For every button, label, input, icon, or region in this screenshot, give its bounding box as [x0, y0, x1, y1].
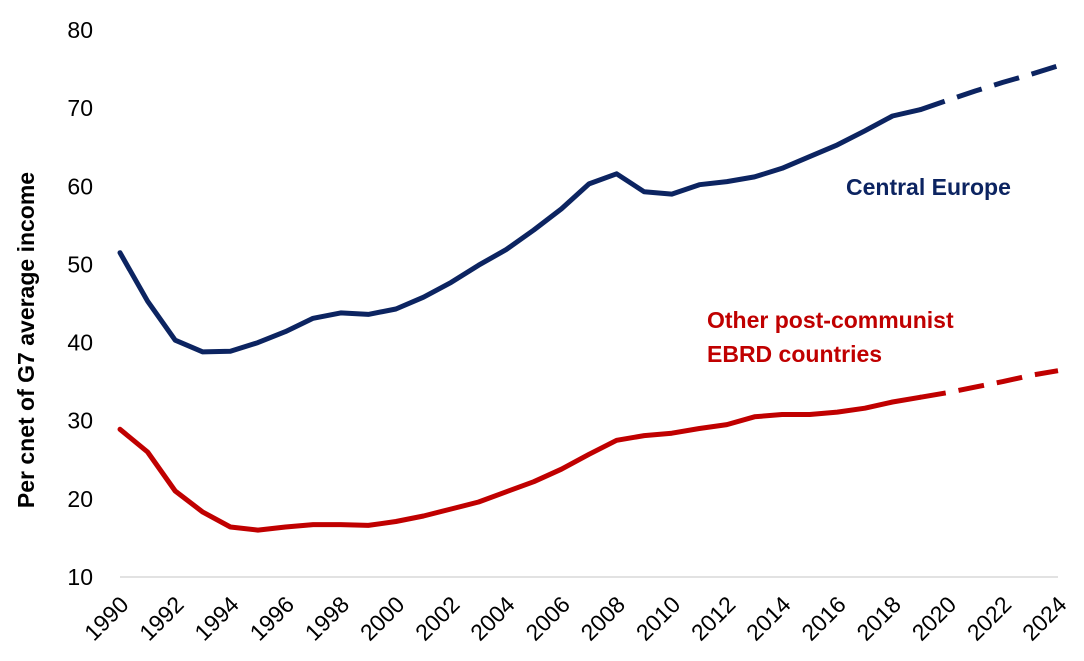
y-tick-label: 50: [67, 251, 93, 277]
x-tick-label: 2002: [410, 591, 465, 646]
x-axis-tick-labels: 1990 1992 1994 1996 1998 2000 2002 2004 2006 2008…: [79, 591, 1072, 646]
x-tick-label: 2020: [907, 591, 962, 646]
x-tick-label: 2014: [741, 591, 796, 646]
y-axis-tick-labels: 10 20 30 40 50 60 70 80: [67, 17, 93, 590]
y-tick-label: 30: [67, 408, 93, 434]
series-lines: [117, 63, 1059, 533]
x-tick-label: 1990: [79, 591, 134, 646]
x-tick-label: 1992: [134, 591, 189, 646]
y-tick-label: 70: [67, 95, 93, 121]
x-tick-label: 1994: [189, 591, 244, 646]
series-projection-line-1: [919, 368, 1059, 400]
series-line-1: [117, 394, 923, 533]
y-tick-label: 80: [67, 17, 93, 43]
y-tick-label: 40: [67, 330, 93, 356]
y-tick-label: 20: [67, 486, 93, 512]
x-tick-label: 2024: [1017, 591, 1072, 646]
x-tick-label: 2000: [355, 591, 410, 646]
x-tick-label: 1998: [300, 591, 355, 646]
series-labels: Central Europe Other post-communist EBRD c…: [707, 174, 1011, 367]
series-label-1: EBRD countries: [707, 341, 882, 367]
series-label-1: Other post-communist: [707, 307, 954, 333]
x-tick-label: 2018: [851, 591, 906, 646]
x-tick-label: 2006: [520, 591, 575, 646]
x-tick-label: 2008: [576, 591, 631, 646]
x-tick-label: 2010: [631, 591, 686, 646]
x-tick-label: 2016: [796, 591, 851, 646]
x-tick-label: 1996: [244, 591, 299, 646]
y-tick-label: 60: [67, 173, 93, 199]
y-tick-label: 10: [67, 564, 93, 590]
x-tick-label: 2022: [962, 591, 1017, 646]
x-tick-label: 2004: [465, 591, 520, 646]
x-tick-label: 2012: [686, 591, 741, 646]
series-label-0: Central Europe: [846, 174, 1011, 200]
y-axis-title: Per cnet of G7 average income: [13, 172, 39, 508]
series-projection-line-0: [919, 63, 1059, 113]
series-line-0: [117, 107, 923, 355]
